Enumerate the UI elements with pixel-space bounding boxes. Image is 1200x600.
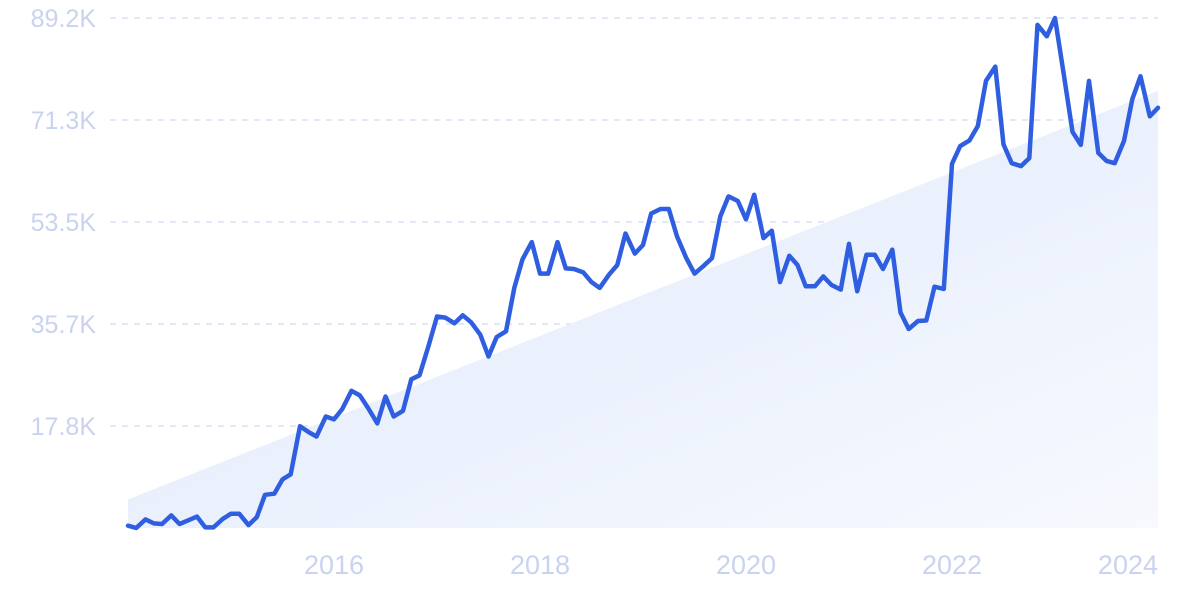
- series-line: [125, 15, 1161, 531]
- x-axis-ticks: 2016 2018 2020 2022 2024: [304, 550, 1158, 580]
- trend-area: [128, 90, 1158, 528]
- x-tick-label: 2018: [510, 550, 570, 580]
- x-tick-label: 2016: [304, 550, 364, 580]
- x-tick-label: 2020: [716, 550, 776, 580]
- y-tick-label: 89.2K: [31, 5, 97, 33]
- x-tick-label: 2022: [922, 550, 982, 580]
- y-axis-ticks: 17.8K 35.7K 53.5K 71.3K 89.2K: [31, 5, 97, 441]
- y-tick-label: 71.3K: [31, 107, 97, 135]
- x-tick-label: 2024: [1098, 550, 1158, 580]
- y-tick-label: 17.8K: [31, 413, 97, 441]
- y-tick-label: 53.5K: [31, 209, 97, 237]
- y-tick-label: 35.7K: [31, 311, 97, 339]
